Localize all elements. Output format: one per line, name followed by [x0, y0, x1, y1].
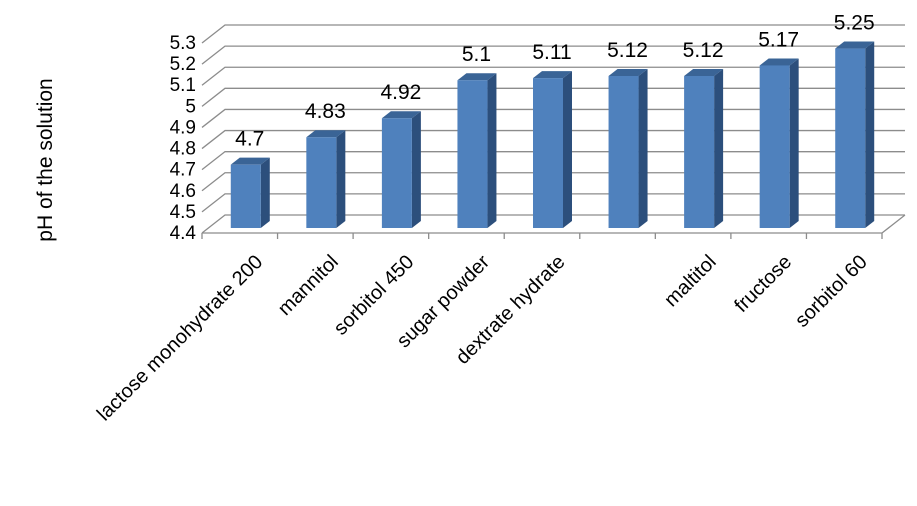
category-label: lactose monohydrate 200 — [93, 251, 267, 425]
data-label: 5.12 — [683, 39, 724, 62]
data-labels: 4.7 4.83 4.92 5.1 5.11 5.12 5.12 5.17 5.25 — [235, 12, 874, 151]
category-label: sorbitol 60 — [791, 251, 872, 332]
category-label: maltitol — [660, 251, 720, 311]
bar — [835, 41, 875, 228]
bar — [608, 69, 648, 228]
bar-side — [260, 157, 270, 228]
data-label: 4.92 — [380, 81, 421, 104]
bar-front — [533, 78, 563, 228]
bar-side — [487, 73, 497, 228]
bar — [457, 73, 497, 228]
y-tick-label: 4.4 — [170, 223, 197, 244]
gridline — [201, 24, 905, 44]
data-label: 5.1 — [462, 43, 491, 66]
data-label: 5.17 — [758, 28, 799, 51]
bars — [230, 41, 875, 228]
bar-top — [230, 157, 270, 165]
data-label: 5.11 — [532, 41, 571, 64]
bar — [684, 69, 724, 228]
bar-front — [759, 65, 790, 228]
bar-side — [336, 130, 346, 228]
data-label: 5.25 — [834, 12, 875, 35]
y-tick-label: 5.3 — [170, 33, 196, 54]
y-tick-label: 5.1 — [170, 75, 196, 96]
y-tick-label: 4.7 — [170, 160, 196, 181]
gridline — [201, 129, 905, 150]
bar-side — [638, 69, 648, 228]
bar — [230, 157, 270, 228]
bar-side — [789, 58, 799, 228]
data-label: 4.7 — [235, 128, 264, 151]
gridline — [201, 66, 905, 86]
y-axis-ticks: 4.44.54.64.74.84.955.15.25.3 — [170, 33, 197, 244]
bar-top — [533, 71, 572, 79]
bar-front — [230, 164, 261, 228]
bar-side — [714, 69, 724, 228]
x-axis-categories: lactose monohydrate 200 mannitol sorbitol … — [93, 251, 872, 426]
data-label: 4.83 — [305, 100, 346, 123]
gridline — [201, 172, 905, 192]
bar-side — [563, 71, 572, 228]
gridline — [201, 45, 905, 65]
bar-front — [608, 76, 639, 228]
gridlines — [201, 24, 906, 239]
bar-top — [684, 69, 724, 76]
bar-top — [306, 130, 346, 138]
bar-top — [457, 73, 497, 81]
bar-front — [457, 80, 488, 228]
bar-front — [684, 76, 715, 228]
y-tick-label: 4.9 — [170, 117, 196, 138]
y-tick-label: 4.5 — [170, 202, 196, 223]
gridline — [201, 151, 905, 171]
y-tick-label: 5.2 — [170, 54, 196, 75]
category-label: mannitol — [274, 251, 343, 320]
bar-front — [835, 48, 866, 228]
bar-top — [835, 41, 875, 49]
bar — [533, 71, 572, 228]
bar — [759, 58, 799, 228]
y-tick-label: 5 — [185, 96, 196, 117]
gridline — [201, 193, 905, 213]
bar-side — [865, 41, 875, 228]
bar-top — [608, 69, 648, 76]
category-label: fructose — [730, 251, 796, 317]
gridline — [201, 108, 905, 128]
gridline — [201, 87, 905, 107]
bar-front — [306, 137, 337, 228]
data-label: 5.12 — [607, 39, 648, 62]
bar-top — [759, 58, 799, 66]
bar-front — [381, 118, 412, 228]
gridline — [201, 214, 905, 234]
y-tick-label: 4.8 — [170, 139, 196, 160]
y-axis-title: pH of the solution — [34, 78, 57, 241]
y-tick-label: 4.6 — [170, 181, 196, 202]
bar — [306, 130, 346, 228]
bar — [381, 111, 421, 228]
bar-side — [411, 111, 421, 228]
bar-top — [381, 111, 421, 119]
